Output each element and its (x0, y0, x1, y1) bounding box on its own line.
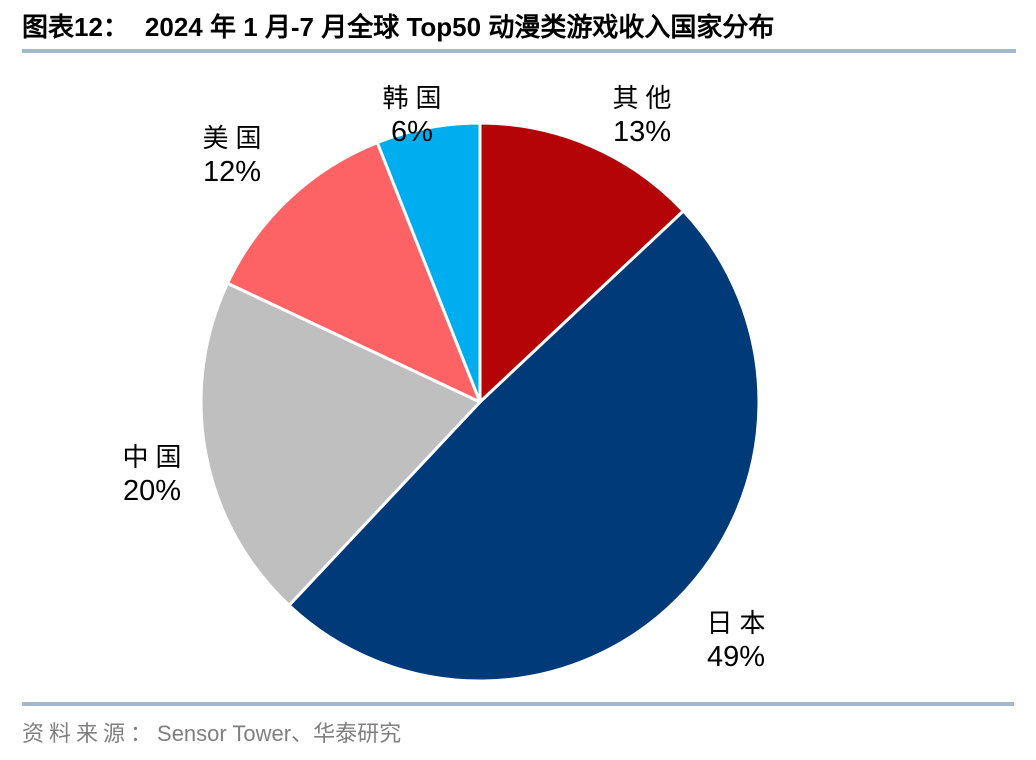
slice-label-japan-percent: 49% (706, 641, 766, 673)
slice-label-korea-name: 韩国 (382, 84, 449, 113)
slice-label-other-percent: 13% (612, 116, 672, 148)
source-prefix: 资料来源： (22, 721, 158, 746)
pie-slice-japan (287, 209, 761, 683)
pie-slice-korea (375, 121, 482, 404)
figure-title-row: 图表12： 2024 年 1 月-7 月全球 Top50 动漫类游戏收入国家分布 (22, 10, 1022, 44)
slice-label-other: 其他 13% (567, 82, 717, 149)
pie-slice-china (199, 281, 482, 607)
slice-label-other-name: 其他 (612, 84, 679, 113)
slice-label-japan: 日本 49% (661, 607, 811, 674)
slice-label-japan-name: 日本 (706, 609, 773, 638)
slice-label-china-percent: 20% (122, 475, 182, 507)
figure-number-label: 图表12： (22, 12, 129, 42)
pie-slice-other (478, 121, 685, 404)
slice-label-china: 中国 20% (77, 441, 227, 508)
slice-label-korea: 韩国 6% (337, 82, 487, 149)
title-underline-rule (22, 49, 1016, 53)
pie-slice-usa (226, 141, 482, 404)
slice-label-korea-percent: 6% (391, 116, 433, 148)
slice-label-usa-percent: 12% (202, 156, 262, 188)
source-body: Sensor Tower、华泰研究 (157, 721, 402, 746)
source-note: 资料来源：Sensor Tower、华泰研究 (22, 718, 1012, 750)
slice-label-china-name: 中国 (122, 443, 189, 472)
slice-label-usa: 美国 12% (157, 122, 307, 189)
footer-divider-rule (22, 702, 1014, 706)
figure-title: 2024 年 1 月-7 月全球 Top50 动漫类游戏收入国家分布 (144, 12, 775, 42)
slice-label-usa-name: 美国 (202, 124, 269, 153)
